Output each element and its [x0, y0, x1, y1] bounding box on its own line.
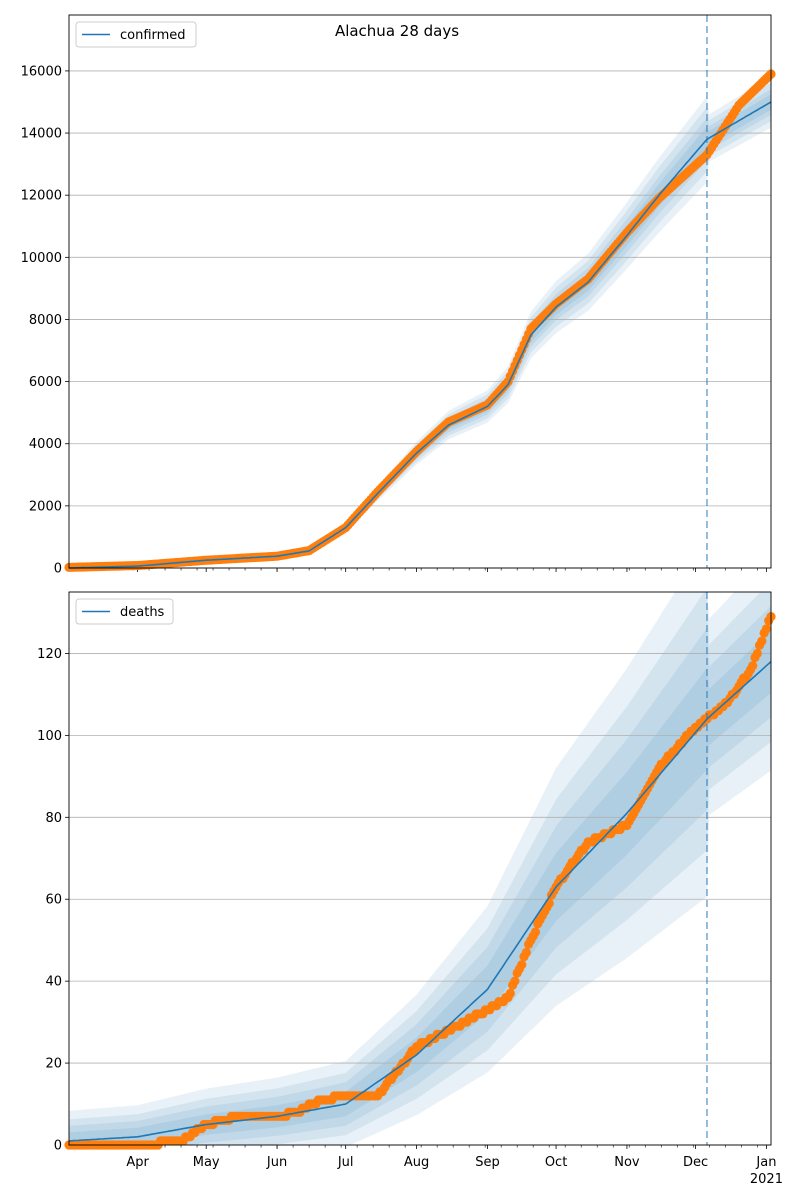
y-tick-label: 4000 — [29, 437, 62, 452]
observed-point — [517, 960, 527, 970]
deaths-panel: 0 20 40 60 80 100 120 Apr May Jun Jul Aug Sep Oct Nov D… — [37, 591, 783, 1187]
confirmed-panel: 0 2000 4000 6000 8000 10000 12000 14000 16000 con… — [21, 14, 776, 577]
y-tick-label: 120 — [37, 647, 62, 662]
y-tick-label: 40 — [45, 975, 62, 990]
x-tick-label: Jul — [337, 1155, 354, 1170]
legend-box — [75, 598, 174, 625]
x-tick-label: Sep — [475, 1155, 500, 1170]
uncertainty-band — [69, 76, 771, 569]
observed-point — [757, 636, 767, 646]
legend-label: deaths — [120, 605, 165, 620]
y-tick-label: 100 — [37, 729, 62, 744]
y-tick-label: 2000 — [29, 499, 62, 514]
x-tick-label: Nov — [614, 1155, 640, 1170]
uncertainty-band — [69, 94, 771, 569]
x-tick-label: Oct — [545, 1155, 567, 1170]
observed-point — [521, 947, 531, 958]
x-tick-label: Jun — [266, 1155, 287, 1170]
y-tick-label: 6000 — [29, 375, 62, 390]
x-tick-label: Jan — [755, 1155, 776, 1170]
model-line — [68, 661, 772, 1142]
model-line — [68, 101, 772, 569]
y-tick-label: 12000 — [21, 189, 62, 204]
x-tick-year-label: 2021 — [750, 1172, 783, 1187]
uncertainty-band — [69, 592, 771, 1145]
y-tick-label: 8000 — [29, 313, 62, 328]
observed-point — [761, 624, 772, 634]
y-tick-label: 20 — [45, 1057, 62, 1072]
y-tick-label: 14000 — [21, 127, 62, 142]
observed-point — [752, 648, 762, 659]
uncertainty-band — [69, 89, 771, 568]
y-tick-label: 16000 — [21, 64, 62, 79]
legend-box — [75, 21, 197, 48]
plot-frame — [68, 14, 772, 569]
legend: confirmed — [75, 21, 197, 48]
plot-frame — [68, 591, 772, 1146]
x-tick-label: Apr — [126, 1155, 149, 1170]
x-tick-label: Aug — [404, 1155, 429, 1170]
observed-point — [748, 661, 758, 671]
y-tick-label: 10000 — [21, 251, 62, 266]
uncertainty-band — [69, 82, 771, 569]
x-tick-label: May — [193, 1155, 220, 1170]
observed-point — [505, 988, 515, 999]
chart-title: Alachua 28 days — [335, 22, 459, 40]
legend: deaths — [75, 598, 174, 625]
x-tick-label: Dec — [683, 1155, 708, 1170]
y-tick-label: 0 — [54, 1139, 62, 1154]
observed-point — [510, 976, 520, 986]
uncertainty-band — [69, 592, 771, 1145]
y-tick-label: 80 — [45, 811, 62, 826]
y-tick-label: 60 — [45, 893, 62, 908]
observed-point — [530, 927, 541, 937]
uncertainty-band — [69, 605, 771, 1145]
legend-label: confirmed — [120, 28, 186, 43]
y-tick-label: 0 — [54, 562, 62, 577]
